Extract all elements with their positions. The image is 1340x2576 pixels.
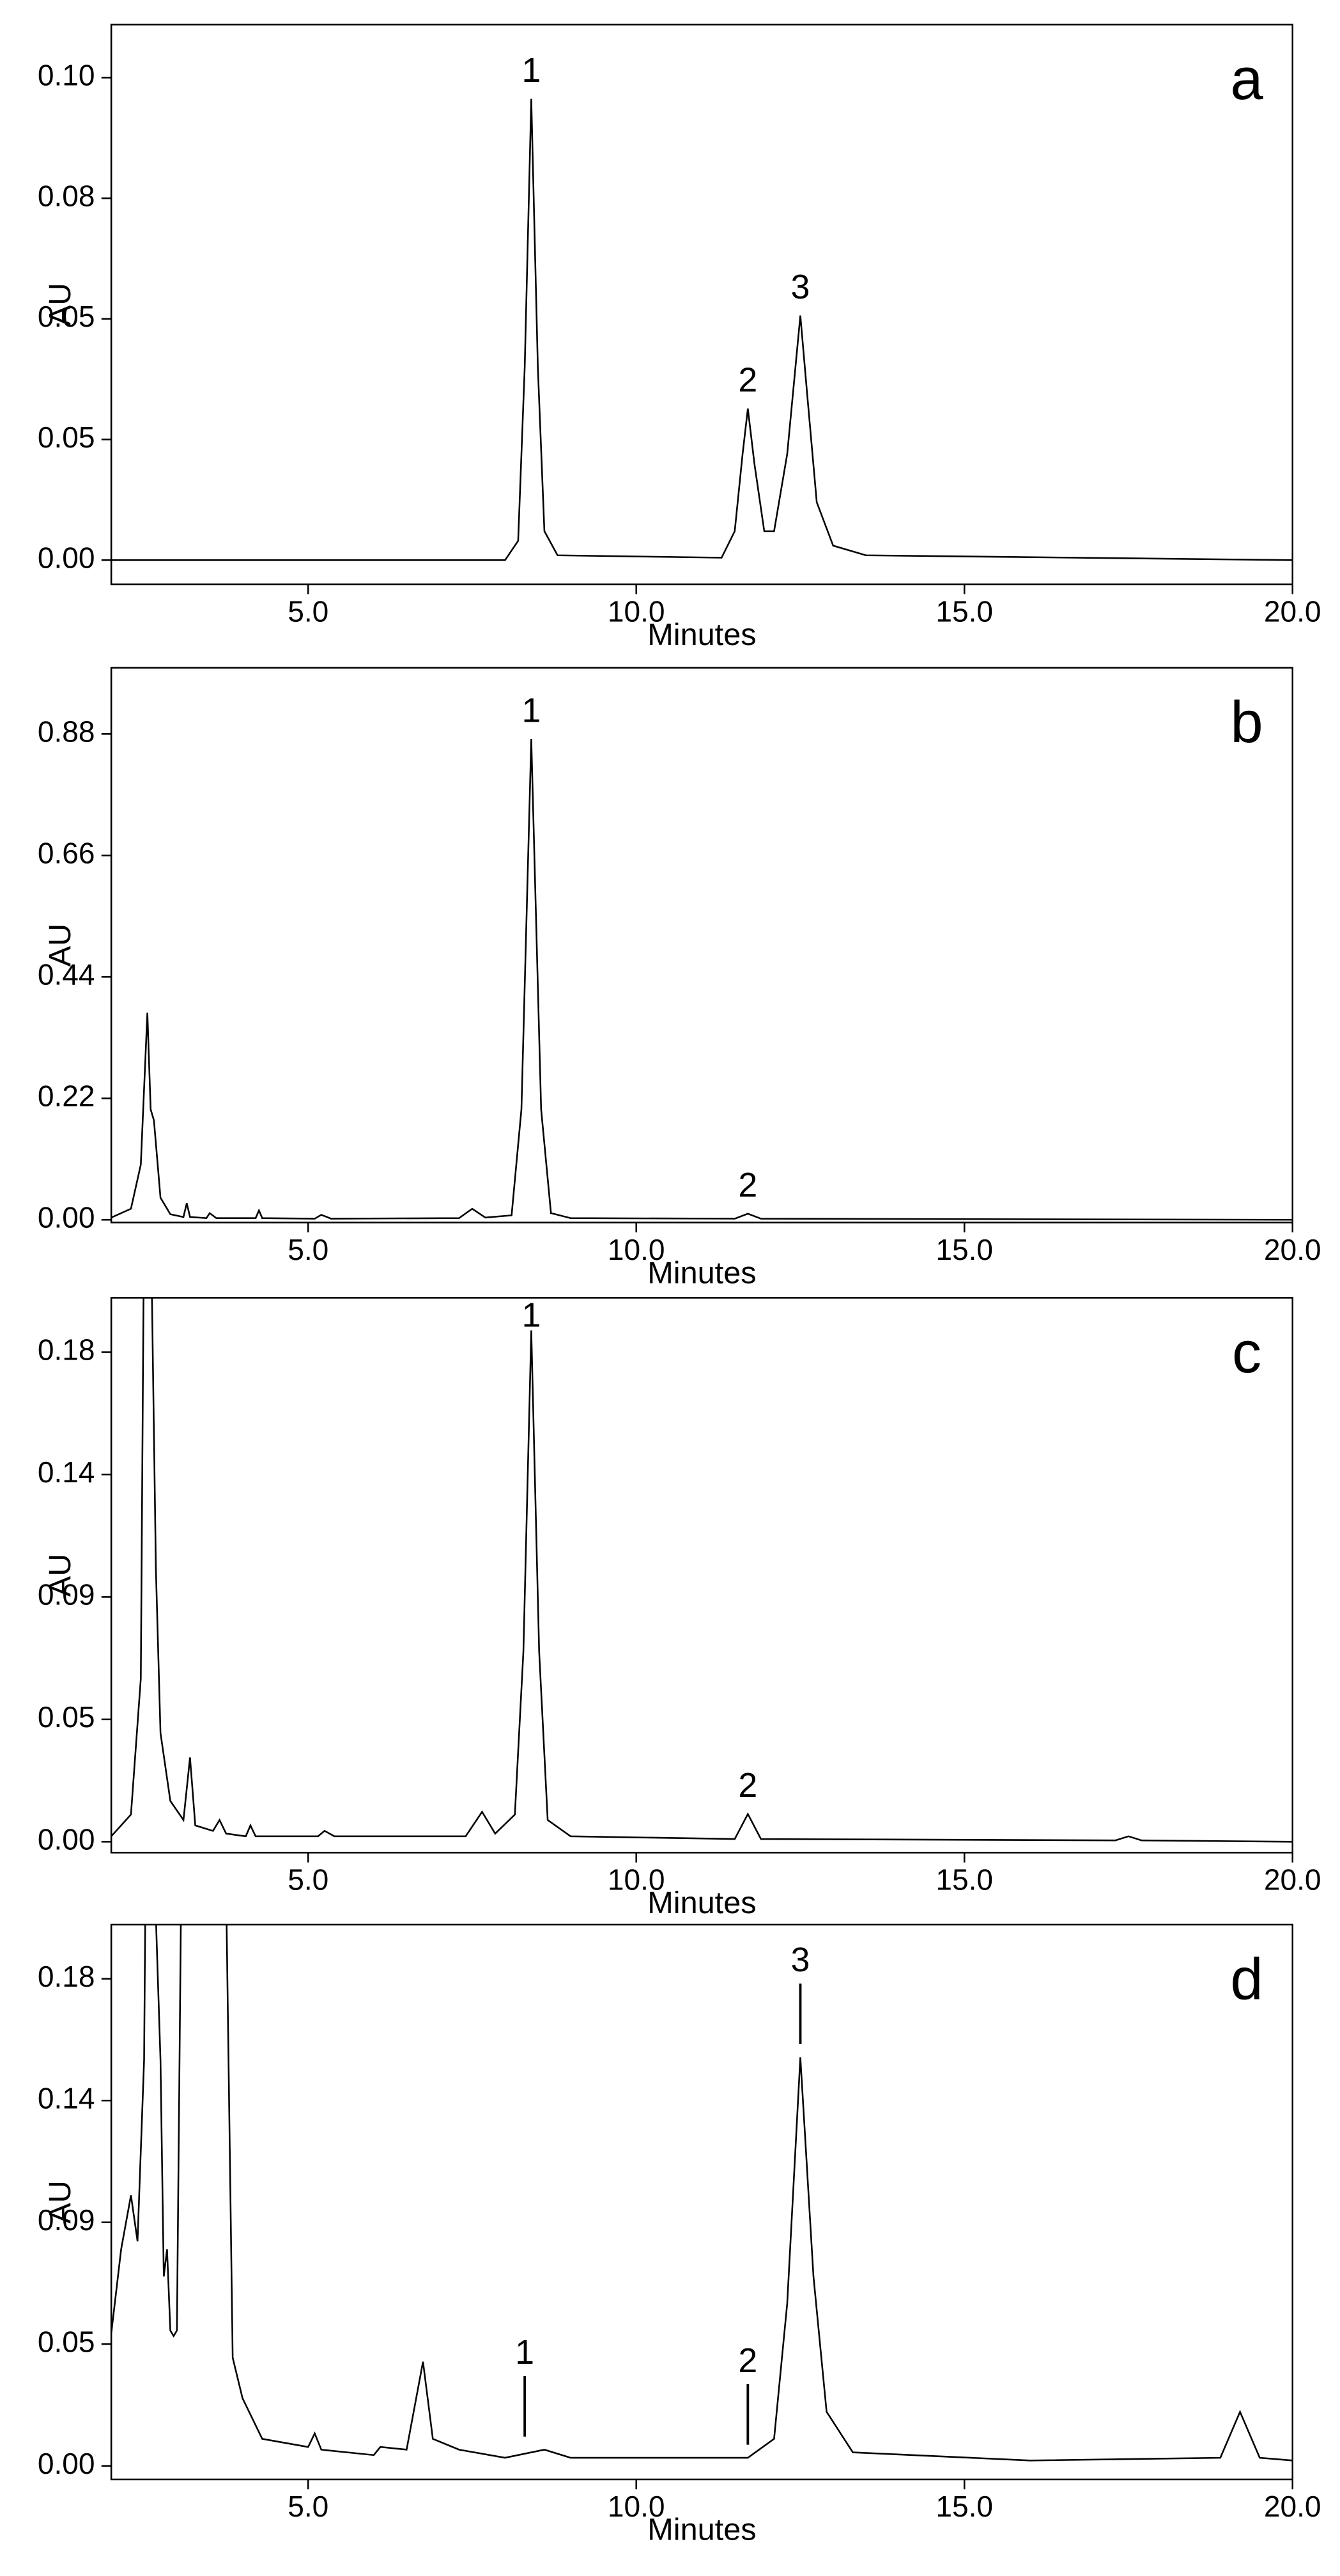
y-axis-label: AU: [43, 283, 77, 326]
trace: [111, 1298, 1293, 1843]
x-axis-label: Minutes: [647, 1255, 756, 1290]
panel-label: c: [1232, 1319, 1261, 1385]
y-tick-label: 0.44: [38, 958, 95, 991]
x-tick-label: 5.0: [288, 594, 328, 628]
y-tick-label: 0.00: [38, 1822, 95, 1856]
trace: [111, 98, 1293, 561]
y-tick-label: 0.22: [38, 1079, 95, 1112]
plot-frame: [110, 1297, 1293, 1854]
y-axis-label: AU: [43, 2180, 77, 2224]
trace: [111, 738, 1293, 1221]
panel: 0.00 0.05 0.05 0.08 0.10 5.0 10.0 15.0 20.0 Minut…: [38, 24, 1321, 652]
y-tick-label: 0.08: [38, 179, 95, 212]
annotation: 2: [738, 361, 757, 400]
x-tick-label: 5.0: [288, 1863, 328, 1897]
panel-label: a: [1230, 46, 1263, 112]
annotation: 2: [738, 2341, 757, 2380]
x-axis-label: Minutes: [647, 617, 756, 652]
trace: [111, 1924, 1293, 2462]
x-tick-label: 20.0: [1264, 1863, 1321, 1897]
plot-frame: [110, 24, 1293, 586]
y-tick-label: 0.09: [38, 1578, 95, 1611]
x-tick-label: 5.0: [288, 1233, 328, 1266]
x-tick-label: 15.0: [936, 2490, 993, 2523]
y-tick-label: 0.00: [38, 1200, 95, 1234]
plot-frame: [110, 1923, 1293, 2481]
annotation: 1: [521, 691, 541, 729]
y-tick-label: 0.18: [38, 1333, 95, 1367]
annotation: 3: [791, 1941, 810, 1979]
annotation: 1: [521, 51, 541, 89]
x-axis-label: Minutes: [647, 2513, 756, 2547]
y-tick-label: 0.14: [38, 2081, 95, 2114]
x-tick-label: 20.0: [1264, 594, 1321, 628]
annotation: 2: [738, 1766, 757, 1804]
y-tick-label: 0.88: [38, 715, 95, 748]
annotation: 3: [791, 268, 810, 306]
annotation: 2: [738, 1166, 757, 1204]
y-tick-label: 0.05: [38, 2325, 95, 2358]
y-tick-label: 0.05: [38, 300, 95, 333]
x-axis-label: Minutes: [647, 1886, 756, 1920]
y-tick-label: 0.09: [38, 2203, 95, 2237]
x-tick-label: 20.0: [1264, 2490, 1321, 2523]
panel: 0.00 0.22 0.44 0.66 0.88 5.0 10.0 15.0 20.0 Minut…: [38, 667, 1321, 1290]
x-tick-label: 20.0: [1264, 1233, 1321, 1266]
y-tick-label: 0.18: [38, 1960, 95, 1993]
y-axis-label: AU: [43, 1554, 77, 1597]
annotation: 1: [521, 1296, 541, 1334]
panel-label: b: [1230, 689, 1263, 755]
y-tick-label: 0.10: [38, 59, 95, 92]
y-tick-label: 0.05: [38, 421, 95, 454]
x-tick-label: 10.0: [608, 1863, 665, 1897]
annotation: 1: [515, 2333, 534, 2371]
x-tick-label: 10.0: [608, 1233, 665, 1266]
x-tick-label: 15.0: [936, 594, 993, 628]
y-axis-label: AU: [43, 924, 77, 967]
x-tick-label: 10.0: [608, 594, 665, 628]
y-tick-label: 0.66: [38, 836, 95, 869]
x-tick-label: 5.0: [288, 2490, 328, 2523]
x-tick-label: 15.0: [936, 1863, 993, 1897]
y-tick-label: 0.14: [38, 1455, 95, 1489]
panel-label: d: [1230, 1946, 1263, 2012]
panel: 0.00 0.05 0.09 0.14 0.18 5.0 10.0 15.0 20.0 Minut…: [38, 1923, 1321, 2547]
panel: 0.00 0.05 0.09 0.14 0.18 5.0 10.0 15.0 20.0 Minut…: [38, 1296, 1321, 1920]
y-tick-label: 0.00: [38, 2447, 95, 2480]
x-tick-label: 10.0: [608, 2490, 665, 2523]
plot-frame: [110, 667, 1293, 1223]
y-tick-label: 0.00: [38, 541, 95, 574]
x-tick-label: 15.0: [936, 1233, 993, 1266]
y-tick-label: 0.05: [38, 1700, 95, 1734]
